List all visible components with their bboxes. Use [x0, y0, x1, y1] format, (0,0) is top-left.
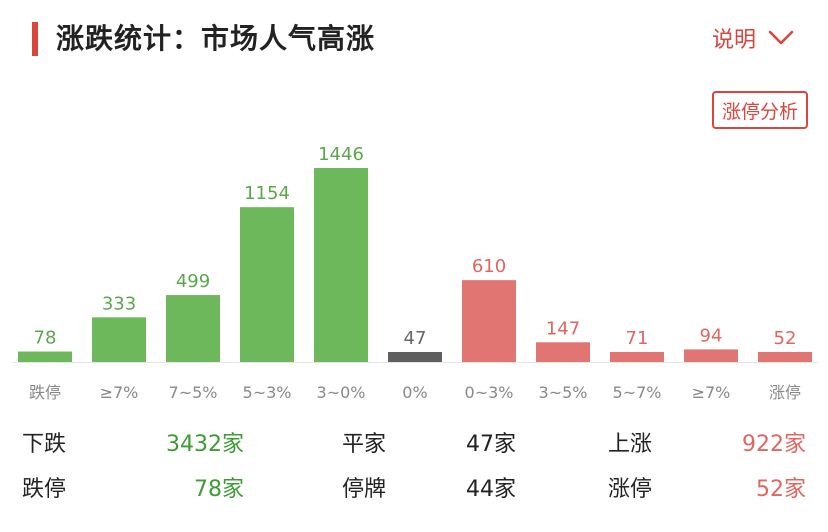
stat-label-down: 下跌	[22, 432, 67, 457]
x-tick-label-2: 7~5%	[169, 383, 218, 402]
x-tick-label-0: 跌停	[29, 383, 61, 402]
bar-value-label-4: 1446	[318, 144, 364, 165]
stat-value-flat: 47家	[466, 432, 516, 457]
bar-value-label-3: 1154	[244, 183, 290, 204]
bar-value-label-9: 94	[700, 325, 723, 346]
explain-label: 说明	[711, 28, 756, 53]
x-tick-label-6: 0~3%	[465, 383, 514, 402]
x-tick-label-3: 5~3%	[243, 383, 292, 402]
bar-1	[92, 317, 146, 362]
stat-label-suspended: 停牌	[342, 477, 387, 502]
x-tick-label-1: ≥7%	[100, 383, 139, 402]
bar-8	[610, 352, 664, 362]
stats-row-totals: 下跌 3432家 平家 47家 上涨 922家	[0, 425, 828, 465]
stat-value-suspended: 44家	[466, 477, 516, 502]
x-tick-label-5: 0%	[402, 383, 427, 402]
stat-value-down: 3432家	[166, 432, 244, 457]
bar-value-label-7: 147	[546, 318, 580, 339]
bar-2	[166, 295, 220, 362]
stat-label-limit-up: 涨停	[608, 477, 653, 502]
x-tick-label-9: ≥7%	[692, 383, 731, 402]
stat-value-limit-up: 52家	[756, 477, 806, 502]
bar-value-label-10: 52	[774, 328, 797, 349]
bar-7	[536, 342, 590, 362]
stat-label-limit-down: 跌停	[22, 477, 67, 502]
x-tick-label-8: 5~7%	[613, 383, 662, 402]
bar-value-label-0: 78	[34, 328, 57, 349]
limit-up-analysis-button[interactable]: 涨停分析	[712, 91, 808, 129]
bar-6	[462, 280, 516, 362]
bar-value-label-6: 610	[472, 256, 506, 277]
page-title: 涨跌统计：市场人气高涨	[56, 22, 376, 55]
explain-toggle[interactable]: 说明	[712, 20, 794, 56]
x-tick-label-10: 涨停	[769, 383, 801, 402]
title-accent-bar	[32, 22, 38, 56]
stats-row-limits: 跌停 78家 停牌 44家 涨停 52家	[0, 470, 828, 510]
bar-3	[240, 207, 294, 362]
stat-value-up: 922家	[742, 432, 806, 457]
stat-label-up: 上涨	[608, 432, 653, 457]
bar-value-label-1: 333	[102, 293, 136, 314]
bar-4	[314, 168, 368, 362]
bar-9	[684, 349, 738, 362]
stat-label-flat: 平家	[342, 432, 387, 457]
bar-value-label-5: 47	[404, 328, 427, 349]
bar-value-label-8: 71	[626, 328, 649, 349]
chevron-down-icon	[768, 30, 794, 45]
bar-value-label-2: 499	[176, 271, 210, 292]
stat-value-limit-down: 78家	[194, 477, 244, 502]
bar-5	[388, 352, 442, 362]
x-tick-label-7: 3~5%	[539, 383, 588, 402]
x-tick-label-4: 3~0%	[317, 383, 366, 402]
rise-fall-bar-chart: 78 跌停 333 ≥7% 499 7~5% 1154 5~3% 1446 3~0% 47 0% 610…	[12, 144, 818, 402]
bar-10	[758, 352, 812, 362]
bar-0	[18, 351, 72, 362]
